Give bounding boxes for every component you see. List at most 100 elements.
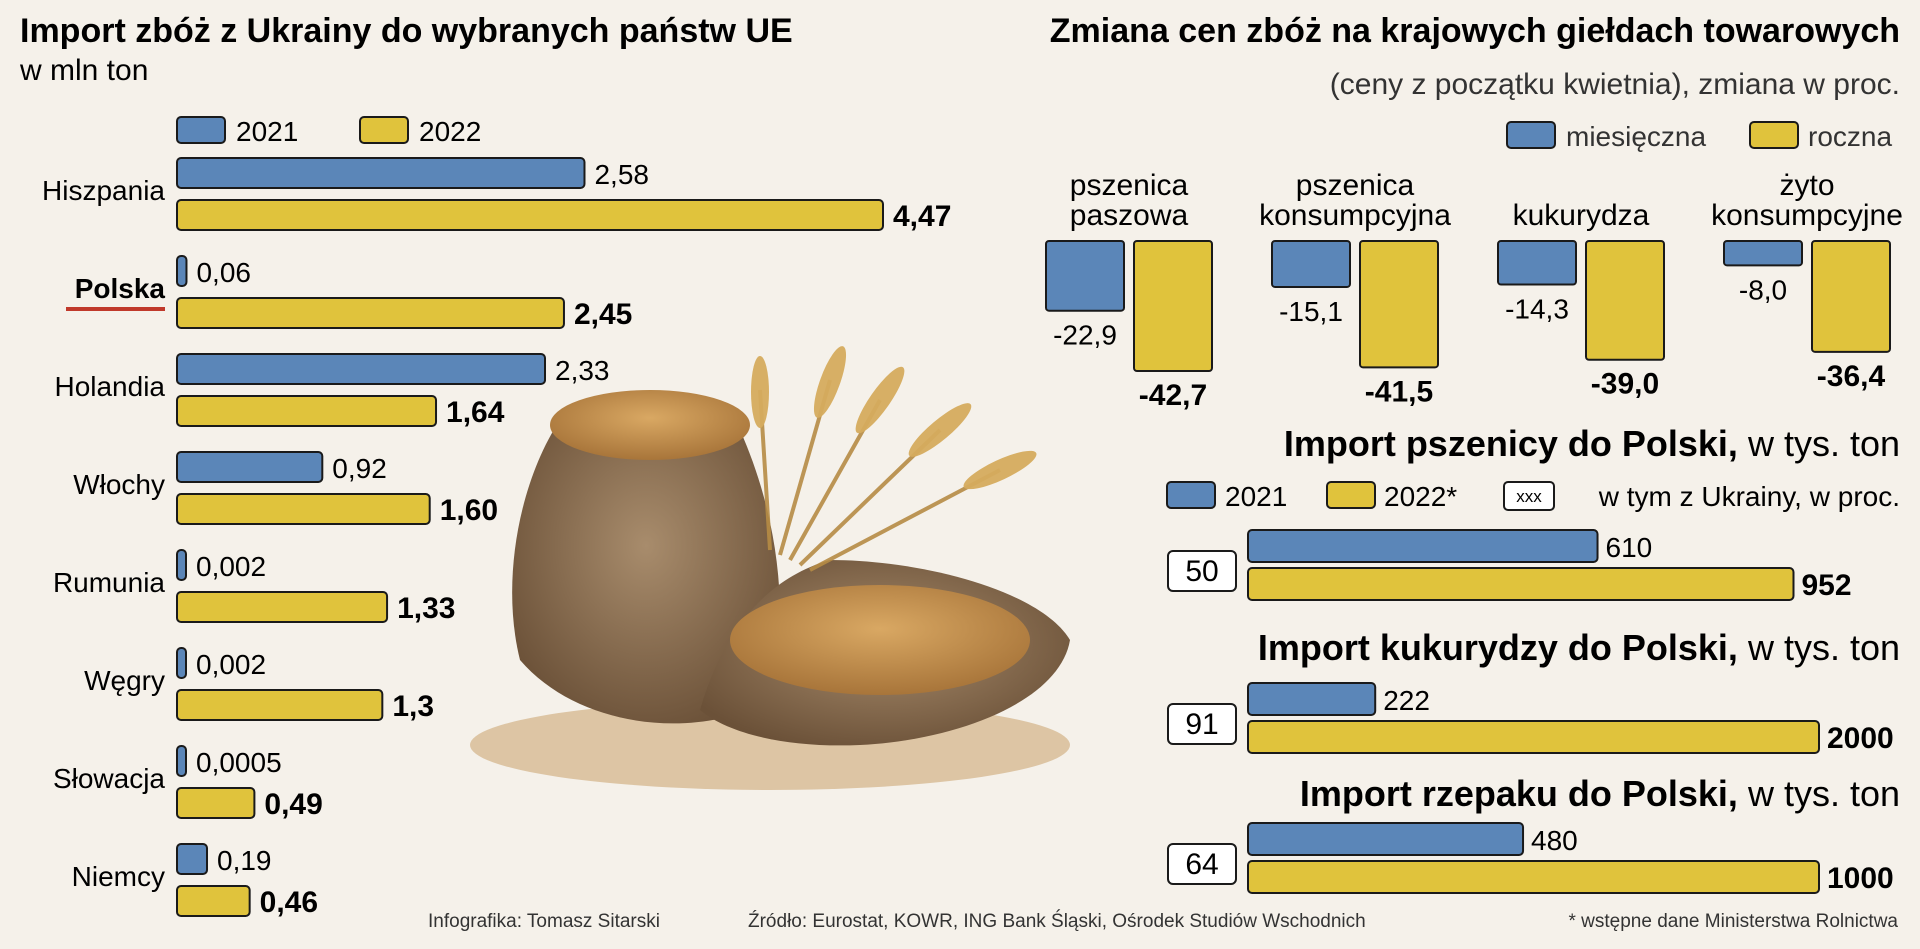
bar-2021 bbox=[176, 745, 187, 777]
category-label: konsumpcyjna bbox=[1259, 199, 1451, 232]
bar-2022 bbox=[176, 787, 256, 819]
corn-import-header: Import kukurydzy do Polski, w tys. ton bbox=[1258, 627, 1900, 668]
value-label-2021: 0,06 bbox=[196, 257, 251, 288]
wheat-import-chart: 50 610 952 bbox=[1167, 529, 1852, 602]
bar-2022- bbox=[1247, 860, 1820, 894]
category-label: konsumpcyjne bbox=[1711, 199, 1903, 232]
rapeseed-import-header: Import rzepaku do Polski, w tys. ton bbox=[1300, 773, 1900, 814]
bar-miesieczna bbox=[1723, 240, 1803, 267]
bar-2022- bbox=[1247, 567, 1795, 601]
price-group-kukurydza: kukurydza -14,3 -39,0 bbox=[1497, 199, 1665, 401]
value-label-2022: 1,60 bbox=[440, 494, 498, 527]
left-legend: 2021 2022 bbox=[176, 116, 481, 147]
right-legend: miesięczna roczna bbox=[1506, 121, 1892, 152]
value-label-2021: 610 bbox=[1606, 532, 1653, 563]
bar-2022 bbox=[176, 885, 251, 917]
value-label-2021: 0,0005 bbox=[196, 747, 282, 778]
ukraine-share-value: 91 bbox=[1185, 708, 1218, 741]
legend-swatch-monthly bbox=[1506, 121, 1556, 149]
value-label-2022: 4,47 bbox=[893, 200, 951, 233]
legend-label-yearly: roczna bbox=[1808, 121, 1892, 152]
category-hiszpania: Hiszpania 2,58 4,47 bbox=[42, 157, 951, 233]
ukraine-share-value: 64 bbox=[1185, 848, 1218, 881]
bar-2021 bbox=[176, 451, 324, 483]
category-wlochy: Włochy 0,92 1,60 bbox=[73, 451, 498, 527]
value-label-2021: 222 bbox=[1383, 685, 1430, 716]
ukraine-share-value: 50 bbox=[1185, 555, 1218, 588]
legend-label-monthly: miesięczna bbox=[1566, 121, 1706, 152]
category-label: Hiszpania bbox=[42, 175, 165, 206]
bar-2022 bbox=[176, 199, 884, 231]
footer-note: * wstępne dane Ministerstwa Rolnictwa bbox=[1569, 911, 1899, 932]
value-label-roczna: -36,4 bbox=[1817, 360, 1886, 393]
category-rumunia: Rumunia 0,002 1,33 bbox=[53, 549, 455, 625]
left-bar-chart: Hiszpania 2,58 4,47 Polska 0,06 2,45 Holandia 2… bbox=[42, 157, 951, 919]
bar-2022 bbox=[176, 297, 565, 329]
corn-import-chart: 91 222 2000 bbox=[1167, 682, 1894, 755]
bar-2021 bbox=[1247, 682, 1377, 716]
right-chart-title: Zmiana cen zbóż na krajowych giełdach to… bbox=[1050, 12, 1900, 50]
bar-2021 bbox=[176, 843, 209, 875]
legend-swatch-2022 bbox=[359, 116, 409, 144]
wheat-import-header: Import pszenicy do Polski, w tys. ton 202… bbox=[1166, 423, 1900, 512]
bar-2021 bbox=[176, 549, 187, 581]
category-label: Rumunia bbox=[53, 567, 165, 598]
wheat-legend-swatch-2021 bbox=[1166, 481, 1216, 509]
value-label-2021: 2,58 bbox=[594, 159, 649, 190]
value-label-2022: 0,49 bbox=[264, 788, 322, 821]
value-label-roczna: -42,7 bbox=[1139, 379, 1207, 412]
bar-2021 bbox=[176, 353, 547, 385]
category-holandia: Holandia 2,33 1,64 bbox=[54, 353, 610, 429]
bar-miesieczna bbox=[1045, 240, 1125, 312]
bar-roczna bbox=[1811, 240, 1891, 353]
value-label-2022: 0,46 bbox=[260, 886, 318, 919]
value-label-2021: 0,002 bbox=[196, 551, 266, 582]
highlight-underline bbox=[66, 307, 165, 311]
value-label-roczna: -39,0 bbox=[1591, 368, 1659, 401]
value-label-miesieczna: -14,3 bbox=[1505, 294, 1569, 325]
value-label-2021: 0,19 bbox=[217, 845, 272, 876]
left-chart-header: Import zbóż z Ukrainy do wybranych państ… bbox=[19, 12, 793, 87]
ukraine-share-box bbox=[1167, 843, 1237, 885]
bar-2021 bbox=[176, 157, 586, 189]
category-label: Holandia bbox=[54, 371, 165, 402]
category-label: Słowacja bbox=[53, 763, 165, 794]
value-label-miesieczna: -22,9 bbox=[1053, 320, 1117, 351]
category-polska: Polska 0,06 2,45 bbox=[66, 255, 632, 331]
value-label-2022: 1,33 bbox=[397, 592, 455, 625]
category-label: Węgry bbox=[84, 665, 165, 696]
bar-2022- bbox=[1247, 720, 1820, 754]
category-label: Włochy bbox=[73, 469, 165, 500]
ukraine-share-legend-label: w tym z Ukrainy, w proc. bbox=[1598, 481, 1900, 512]
bar-2021 bbox=[176, 255, 188, 287]
category-wegry: Węgry 0,002 1,3 bbox=[84, 647, 434, 723]
ukraine-share-legend-sample: xxx bbox=[1516, 487, 1542, 506]
category-label: Niemcy bbox=[72, 861, 165, 892]
value-label-2022: 2,45 bbox=[574, 298, 632, 331]
footer-source: Źródło: Eurostat, KOWR, ING Bank Śląski,… bbox=[748, 910, 1366, 932]
corn-import-title: Import kukurydzy do Polski, w tys. ton bbox=[1258, 627, 1900, 668]
category-label: pszenica bbox=[1070, 169, 1189, 202]
value-label-2022: 1,64 bbox=[446, 396, 505, 429]
left-chart-title: Import zbóż z Ukrainy do wybranych państ… bbox=[20, 12, 793, 50]
wheat-legend-label-2022: 2022* bbox=[1384, 481, 1457, 512]
wheat-import-title: Import pszenicy do Polski, w tys. ton bbox=[1284, 423, 1900, 464]
value-label-2022-: 2000 bbox=[1827, 722, 1894, 755]
legend-swatch-yearly bbox=[1749, 121, 1799, 149]
legend-label-2021: 2021 bbox=[236, 116, 298, 147]
footer: Infografika: Tomasz Sitarski Źródło: Eur… bbox=[428, 910, 1898, 932]
value-label-2022: 1,3 bbox=[392, 690, 434, 723]
value-label-2022-: 1000 bbox=[1827, 862, 1894, 895]
category-slowacja: Słowacja 0,0005 0,49 bbox=[53, 745, 323, 821]
left-chart-subtitle: w mln ton bbox=[19, 54, 148, 87]
wheat-legend-label-2021: 2021 bbox=[1225, 481, 1287, 512]
category-niemcy: Niemcy 0,19 0,46 bbox=[72, 843, 318, 919]
category-label: żyto bbox=[1779, 169, 1834, 202]
legend-label-2022: 2022 bbox=[419, 116, 481, 147]
category-label: paszowa bbox=[1070, 199, 1189, 232]
ukraine-share-legend-box bbox=[1503, 481, 1555, 511]
value-label-miesieczna: -8,0 bbox=[1739, 274, 1787, 305]
